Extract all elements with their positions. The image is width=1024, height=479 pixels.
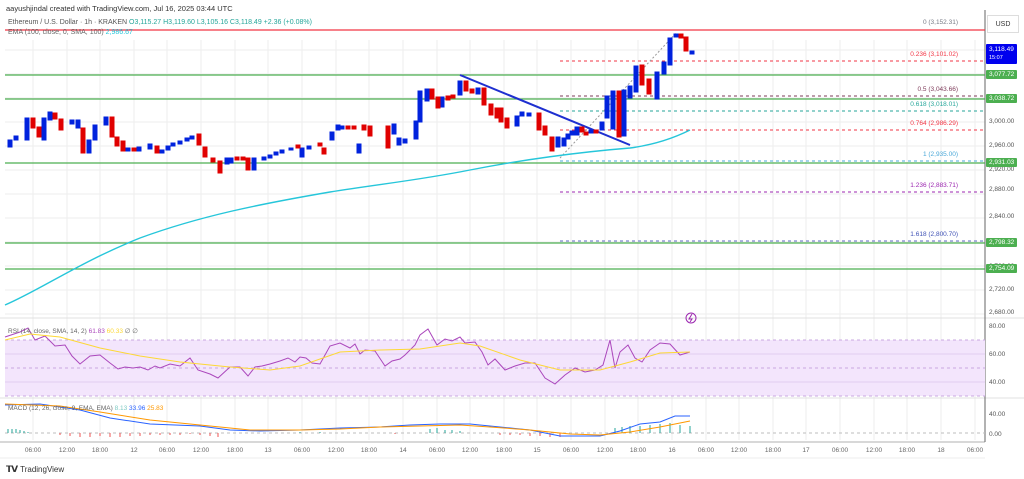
rsi-tick: 80.00	[989, 323, 1006, 330]
credit-text: aayushjindal created with TradingView.co…	[6, 4, 233, 13]
ema-100-line[interactable]	[4, 129, 691, 306]
macd-value: 33.96	[129, 405, 146, 412]
brand-name: TradingView	[20, 465, 65, 474]
bearish-trendline[interactable]	[459, 74, 631, 146]
candlesticks[interactable]	[7, 33, 695, 174]
price-tick: 2,680.00	[989, 309, 1015, 316]
rsi-tick: 40.00	[989, 379, 1006, 386]
symbol-legend[interactable]: Ethereum / U.S. Dollar · 1h · KRAKEN O3,…	[8, 19, 312, 26]
level-tag: 2,754.09	[986, 264, 1018, 273]
fib-label-0: 0 (3,152.31)	[922, 19, 958, 26]
tradingview-logo-icon: 𝗧𝗩	[6, 464, 18, 474]
fib-label-0618: 0.618 (3,018.01)	[910, 101, 958, 108]
price-tick: 2,920.00	[989, 166, 1015, 173]
fib-label-1236: 1.236 (2,883.71)	[910, 182, 958, 189]
rsi-tick: 60.00	[989, 351, 1006, 358]
rsi-label: RSI (14, close, SMA, 14, 2)	[8, 328, 87, 335]
ema-value: 2,986.67	[105, 29, 133, 36]
level-tag: 3,038.72	[986, 94, 1018, 103]
fib-label-05: 0.5 (3,043.66)	[917, 86, 958, 93]
price-tick: 2,880.00	[989, 186, 1015, 193]
tradingview-logo[interactable]: 𝗧𝗩 TradingView	[6, 464, 64, 475]
ema-legend[interactable]: EMA (100, close, 0, SMA, 100) 2,986.67	[8, 29, 133, 36]
price-tick: 2,720.00	[989, 286, 1015, 293]
fib-label-1618: 1.618 (2,800.70)	[910, 231, 958, 238]
rsi-sma-line[interactable]	[4, 333, 691, 371]
rsi-value: 61.83	[88, 328, 105, 335]
fib-label-1: 1 (2,935.00)	[922, 151, 958, 158]
level-tag: 2,798.32	[986, 238, 1018, 247]
macd-tick: 40.00	[989, 411, 1006, 418]
ohlc-values: O3,115.27 H3,119.60 L3,105.16 C3,118.49 …	[129, 19, 312, 26]
macd-tick: 0.00	[989, 431, 1002, 438]
macd-signal-line[interactable]	[4, 403, 691, 436]
current-price-tag: 3,118.49 15:07	[986, 44, 1017, 64]
macd-label: MACD (12, 26, close, 9, EMA, EMA)	[8, 405, 113, 412]
rsi-line[interactable]	[4, 327, 691, 385]
level-tag: 2,931.03	[986, 158, 1018, 167]
currency-button[interactable]: USD	[987, 15, 1019, 33]
macd-line[interactable]	[4, 403, 690, 437]
price-tick: 2,840.00	[989, 213, 1015, 220]
rsi-legend[interactable]: RSI (14, close, SMA, 14, 2) 61.83 60.33 …	[8, 328, 138, 335]
price-tick: 2,960.00	[989, 142, 1015, 149]
ema-label: EMA (100, close, 0, SMA, 100)	[8, 29, 104, 36]
macd-signal-value: 25.83	[147, 405, 164, 412]
level-tag: 3,077.72	[986, 70, 1018, 79]
candle-countdown: 15:07	[989, 55, 1003, 61]
fib-label-0764: 0.764 (2,986.29)	[910, 120, 958, 127]
lightning-alert-icon[interactable]	[685, 312, 697, 324]
symbol-name: Ethereum / U.S. Dollar · 1h · KRAKEN	[8, 19, 128, 26]
macd-histogram[interactable]	[7, 423, 691, 437]
rsi-sma-value: 60.33	[106, 328, 123, 335]
macd-legend[interactable]: MACD (12, 26, close, 9, EMA, EMA) 8.13 3…	[8, 405, 163, 412]
macd-hist-value: 8.13	[114, 405, 128, 412]
price-tick: 3,000.00	[989, 118, 1015, 125]
fib-lines[interactable]	[560, 60, 985, 242]
fib-label-0236: 0.236 (3,101.02)	[910, 51, 958, 58]
support-resistance-lines[interactable]	[5, 74, 985, 270]
